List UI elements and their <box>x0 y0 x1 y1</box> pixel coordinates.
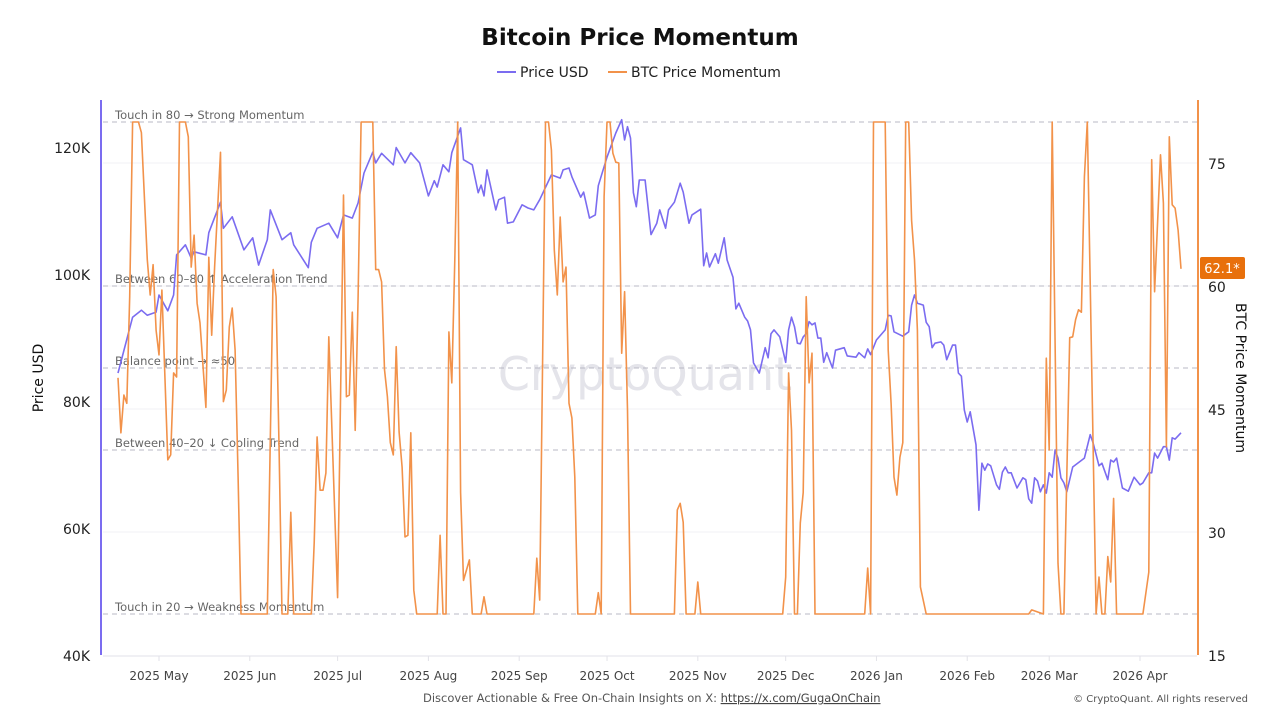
reference-line-label: Balance point → ≈50 <box>115 354 235 368</box>
legend: Price USD BTC Price Momentum <box>497 65 781 81</box>
x-tick-label: 2026 Feb <box>939 669 995 683</box>
series <box>117 118 1182 615</box>
x-tick-label: 2026 Jan <box>850 669 903 683</box>
x-tick-label: 2025 Aug <box>400 669 458 683</box>
x-tick-label: 2025 Oct <box>579 669 634 683</box>
y-right-tick-label: 75 <box>1208 157 1226 173</box>
copyright: © CryptoQuant. All rights reserved <box>1073 694 1248 705</box>
y-right-tick-label: 30 <box>1208 526 1226 542</box>
y-left-tick-label: 100K <box>54 268 91 284</box>
reference-line-label: Touch in 80 → Strong Momentum <box>114 108 304 122</box>
btc-price-momentum-line <box>117 121 1182 615</box>
y-right-tick-label: 45 <box>1208 403 1226 419</box>
price-usd-line <box>117 118 1182 511</box>
chart-title: Bitcoin Price Momentum <box>481 25 798 51</box>
legend-label-momentum: BTC Price Momentum <box>631 65 781 81</box>
axes: 40K 60K 80K 100K 120K 15 30 45 60 75 2025 May 2025 … <box>54 100 1226 683</box>
last-value-badge: 62.1* <box>1200 257 1245 279</box>
y-left-tick-label: 40K <box>63 649 91 665</box>
footer-text: Discover Actionable & Free On-Chain Insi… <box>423 691 881 705</box>
y-right-title: BTC Price Momentum <box>1232 303 1248 453</box>
x-tick-label: 2025 Jun <box>223 669 276 683</box>
watermark: CryptoQuant <box>498 347 792 401</box>
reference-line-label: Between 40–20 ↓ Cooling Trend <box>115 436 299 450</box>
legend-item-price[interactable]: Price USD <box>497 65 589 81</box>
y-right-tick-label: 15 <box>1208 649 1226 665</box>
x-tick-label: 2025 Sep <box>491 669 548 683</box>
x-tick-label: 2025 Dec <box>757 669 815 683</box>
legend-label-price: Price USD <box>520 65 589 81</box>
y-right-tick-label: 60 <box>1208 280 1226 296</box>
badge-value: 62.1* <box>1204 262 1240 277</box>
x-tick-label: 2025 Jul <box>313 669 362 683</box>
footer-link[interactable]: https://x.com/GugaOnChain <box>721 691 881 705</box>
reference-line-label: Touch in 20 → Weakness Momentum <box>114 600 324 614</box>
x-tick-label: 2025 Nov <box>669 669 727 683</box>
x-tick-label: 2026 Apr <box>1112 669 1167 683</box>
y-left-tick-label: 60K <box>63 522 91 538</box>
footer-caption: Discover Actionable & Free On-Chain Insi… <box>423 691 721 705</box>
y-left-tick-label: 120K <box>54 141 91 157</box>
badge-background <box>1200 257 1245 279</box>
legend-item-momentum[interactable]: BTC Price Momentum <box>608 65 781 81</box>
x-tick-label: 2025 May <box>129 669 188 683</box>
y-left-title: Price USD <box>31 344 47 413</box>
y-left-tick-label: 80K <box>63 395 91 411</box>
x-tick-label: 2026 Mar <box>1021 669 1078 683</box>
